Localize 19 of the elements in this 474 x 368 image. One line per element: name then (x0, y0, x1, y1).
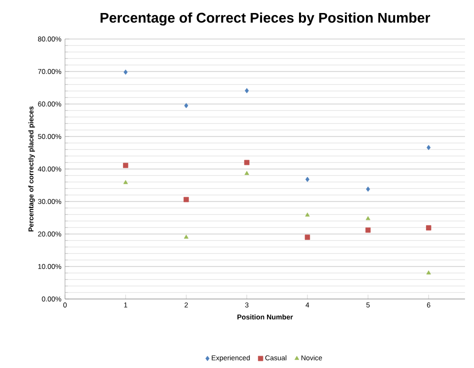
point (123, 162, 128, 168)
point (426, 225, 432, 230)
point (184, 103, 188, 108)
point (305, 176, 310, 182)
point (366, 216, 370, 220)
point (244, 88, 249, 94)
point (184, 196, 189, 202)
point (426, 144, 431, 150)
chart-title: Percentage of Correct Pieces by Position Number (100, 12, 430, 26)
point (244, 170, 250, 175)
point (305, 212, 310, 217)
point (184, 234, 188, 239)
point (366, 186, 370, 192)
point (124, 70, 128, 75)
point (244, 160, 250, 166)
point (304, 234, 310, 240)
point (123, 180, 128, 184)
point (365, 228, 371, 233)
point (426, 270, 431, 274)
